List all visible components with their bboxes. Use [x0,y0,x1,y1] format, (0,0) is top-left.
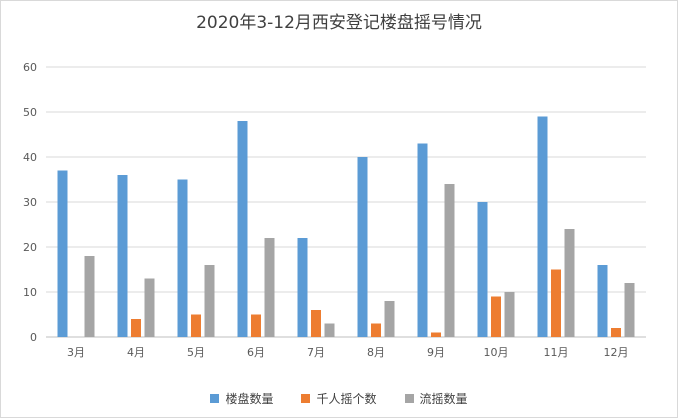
bar [491,296,501,337]
x-tick-label: 6月 [247,346,265,359]
bar [297,238,308,337]
legend-item: 楼盘数量 [210,390,273,407]
bar [444,184,455,337]
y-tick-label: 40 [23,151,37,164]
bar [504,292,515,337]
bar [324,323,335,337]
legend-item: 流摇数量 [404,390,468,407]
y-tick-label: 30 [23,196,37,209]
legend-swatch [210,394,220,403]
y-tick-label: 10 [23,286,37,299]
bar [117,175,128,337]
bar [564,229,575,337]
legend-swatch [301,394,311,403]
bar [357,157,368,337]
x-tick-label: 3月 [67,346,85,359]
legend-label: 流摇数量 [419,392,468,406]
bar [371,323,381,337]
chart-title: 2020年3-12月西安登记楼盘摇号情况 [196,13,482,33]
x-tick-label: 10月 [484,346,509,359]
bar [624,283,635,337]
bar [611,328,621,337]
bar [131,319,141,337]
x-tick-label: 11月 [544,346,569,359]
x-tick-label: 5月 [187,346,205,359]
legend-swatch [404,394,414,403]
bar [57,170,68,337]
bar [177,179,188,337]
chart-legend: 楼盘数量 千人摇个数 流摇数量 [0,390,678,407]
bar [237,121,248,337]
x-tick-label: 9月 [427,346,445,359]
bar [537,116,548,337]
bar [144,278,155,337]
bar [264,238,275,337]
bar [551,269,561,337]
bar [417,143,428,337]
x-tick-label: 8月 [367,346,385,359]
bar [431,332,441,337]
bar [384,301,395,337]
x-tick-label: 7月 [307,346,325,359]
y-tick-label: 50 [23,106,37,119]
bar [204,265,215,337]
legend-label: 楼盘数量 [225,392,274,406]
bar [84,256,95,337]
x-tick-label: 4月 [127,346,145,359]
bar [311,310,321,337]
legend-label: 千人摇个数 [316,392,377,406]
bar [477,202,488,337]
bar [597,265,608,337]
y-tick-label: 0 [30,331,37,344]
bar [251,314,261,337]
y-tick-label: 20 [23,241,37,254]
x-tick-label: 12月 [604,346,629,359]
legend-item: 千人摇个数 [301,390,377,407]
bar [191,314,201,337]
y-tick-label: 60 [23,61,37,74]
